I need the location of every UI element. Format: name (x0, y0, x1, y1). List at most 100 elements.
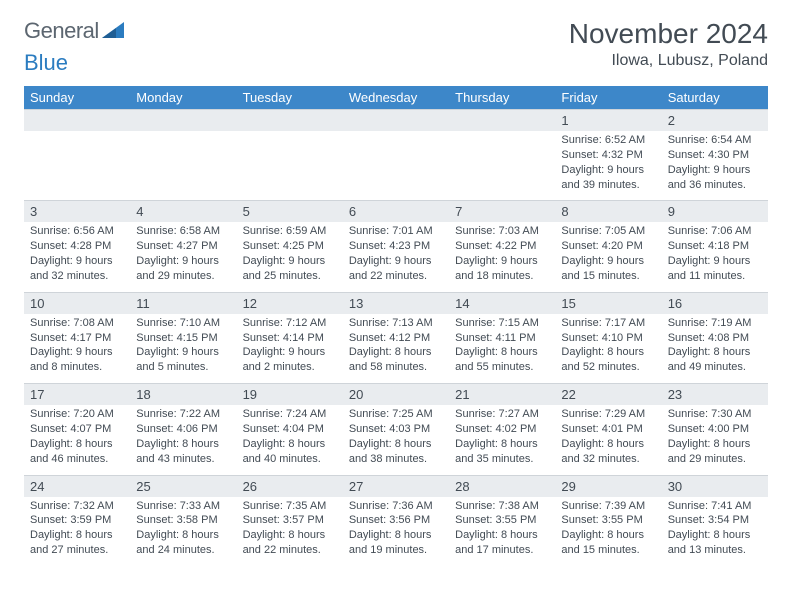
day-cell (343, 131, 449, 201)
date-number: 1 (555, 110, 661, 132)
day-cell: Sunrise: 6:52 AMSunset: 4:32 PMDaylight:… (555, 131, 661, 201)
date-number (449, 110, 555, 132)
day-cell: Sunrise: 7:13 AMSunset: 4:12 PMDaylight:… (343, 314, 449, 384)
date-number: 20 (343, 384, 449, 406)
day1-text: Daylight: 9 hours (455, 254, 549, 269)
sunset-text: Sunset: 4:28 PM (30, 239, 124, 254)
sunrise-text: Sunrise: 7:27 AM (455, 407, 549, 422)
date-number (130, 110, 236, 132)
sunrise-text: Sunrise: 7:19 AM (668, 316, 762, 331)
sunrise-text: Sunrise: 7:20 AM (30, 407, 124, 422)
day-cell (24, 131, 130, 201)
day-cell: Sunrise: 7:01 AMSunset: 4:23 PMDaylight:… (343, 222, 449, 292)
date-number: 24 (24, 475, 130, 497)
date-number: 11 (130, 292, 236, 314)
weekday-header: Tuesday (237, 86, 343, 110)
sunset-text: Sunset: 4:30 PM (668, 148, 762, 163)
date-number: 28 (449, 475, 555, 497)
day-detail-row: Sunrise: 6:52 AMSunset: 4:32 PMDaylight:… (24, 131, 768, 201)
brand-blue: Blue (24, 50, 68, 75)
day2-text: and 2 minutes. (243, 360, 337, 375)
day2-text: and 49 minutes. (668, 360, 762, 375)
day1-text: Daylight: 8 hours (349, 528, 443, 543)
day-cell: Sunrise: 7:20 AMSunset: 4:07 PMDaylight:… (24, 405, 130, 475)
day2-text: and 32 minutes. (30, 269, 124, 284)
day2-text: and 5 minutes. (136, 360, 230, 375)
day1-text: Daylight: 9 hours (668, 163, 762, 178)
sunrise-text: Sunrise: 7:32 AM (30, 499, 124, 514)
day-cell: Sunrise: 7:30 AMSunset: 4:00 PMDaylight:… (662, 405, 768, 475)
date-number: 25 (130, 475, 236, 497)
day1-text: Daylight: 9 hours (243, 345, 337, 360)
day2-text: and 52 minutes. (561, 360, 655, 375)
day2-text: and 11 minutes. (668, 269, 762, 284)
day2-text: and 38 minutes. (349, 452, 443, 467)
date-number: 12 (237, 292, 343, 314)
date-number-row: 12 (24, 110, 768, 132)
day2-text: and 29 minutes. (668, 452, 762, 467)
sunrise-text: Sunrise: 7:10 AM (136, 316, 230, 331)
weekday-header: Thursday (449, 86, 555, 110)
day2-text: and 36 minutes. (668, 178, 762, 193)
sunset-text: Sunset: 4:32 PM (561, 148, 655, 163)
sunset-text: Sunset: 4:17 PM (30, 331, 124, 346)
day-cell: Sunrise: 7:10 AMSunset: 4:15 PMDaylight:… (130, 314, 236, 384)
day-cell: Sunrise: 7:12 AMSunset: 4:14 PMDaylight:… (237, 314, 343, 384)
sunset-text: Sunset: 4:23 PM (349, 239, 443, 254)
date-number: 16 (662, 292, 768, 314)
brand-general: General (24, 18, 99, 44)
date-number: 2 (662, 110, 768, 132)
day1-text: Daylight: 8 hours (243, 437, 337, 452)
sunrise-text: Sunrise: 7:41 AM (668, 499, 762, 514)
sunset-text: Sunset: 4:22 PM (455, 239, 549, 254)
day-cell: Sunrise: 7:15 AMSunset: 4:11 PMDaylight:… (449, 314, 555, 384)
weekday-header-row: Sunday Monday Tuesday Wednesday Thursday… (24, 86, 768, 110)
sunset-text: Sunset: 3:54 PM (668, 513, 762, 528)
date-number: 5 (237, 201, 343, 223)
sunrise-text: Sunrise: 7:36 AM (349, 499, 443, 514)
sunrise-text: Sunrise: 7:22 AM (136, 407, 230, 422)
date-number: 29 (555, 475, 661, 497)
day1-text: Daylight: 8 hours (561, 345, 655, 360)
sunset-text: Sunset: 3:55 PM (561, 513, 655, 528)
sunrise-text: Sunrise: 7:24 AM (243, 407, 337, 422)
sunrise-text: Sunrise: 7:29 AM (561, 407, 655, 422)
date-number: 14 (449, 292, 555, 314)
sunset-text: Sunset: 4:18 PM (668, 239, 762, 254)
sunset-text: Sunset: 4:12 PM (349, 331, 443, 346)
day-cell: Sunrise: 6:56 AMSunset: 4:28 PMDaylight:… (24, 222, 130, 292)
date-number: 4 (130, 201, 236, 223)
day1-text: Daylight: 8 hours (30, 437, 124, 452)
day2-text: and 27 minutes. (30, 543, 124, 558)
sunrise-text: Sunrise: 7:06 AM (668, 224, 762, 239)
day2-text: and 39 minutes. (561, 178, 655, 193)
day1-text: Daylight: 8 hours (136, 528, 230, 543)
date-number: 15 (555, 292, 661, 314)
day1-text: Daylight: 9 hours (136, 254, 230, 269)
day1-text: Daylight: 8 hours (455, 345, 549, 360)
date-number: 18 (130, 384, 236, 406)
day2-text: and 15 minutes. (561, 269, 655, 284)
day1-text: Daylight: 8 hours (561, 528, 655, 543)
sunset-text: Sunset: 4:03 PM (349, 422, 443, 437)
sunrise-text: Sunrise: 6:58 AM (136, 224, 230, 239)
day2-text: and 35 minutes. (455, 452, 549, 467)
day-cell: Sunrise: 7:41 AMSunset: 3:54 PMDaylight:… (662, 497, 768, 566)
sunset-text: Sunset: 4:02 PM (455, 422, 549, 437)
day1-text: Daylight: 9 hours (561, 163, 655, 178)
weekday-header: Sunday (24, 86, 130, 110)
weekday-header: Friday (555, 86, 661, 110)
day1-text: Daylight: 8 hours (136, 437, 230, 452)
date-number: 6 (343, 201, 449, 223)
date-number: 26 (237, 475, 343, 497)
sunset-text: Sunset: 4:20 PM (561, 239, 655, 254)
day2-text: and 17 minutes. (455, 543, 549, 558)
sunset-text: Sunset: 3:56 PM (349, 513, 443, 528)
brand-logo: General (24, 18, 124, 44)
sunset-text: Sunset: 3:55 PM (455, 513, 549, 528)
day1-text: Daylight: 8 hours (349, 437, 443, 452)
day2-text: and 18 minutes. (455, 269, 549, 284)
day-detail-row: Sunrise: 7:08 AMSunset: 4:17 PMDaylight:… (24, 314, 768, 384)
date-number: 17 (24, 384, 130, 406)
sunrise-text: Sunrise: 7:03 AM (455, 224, 549, 239)
